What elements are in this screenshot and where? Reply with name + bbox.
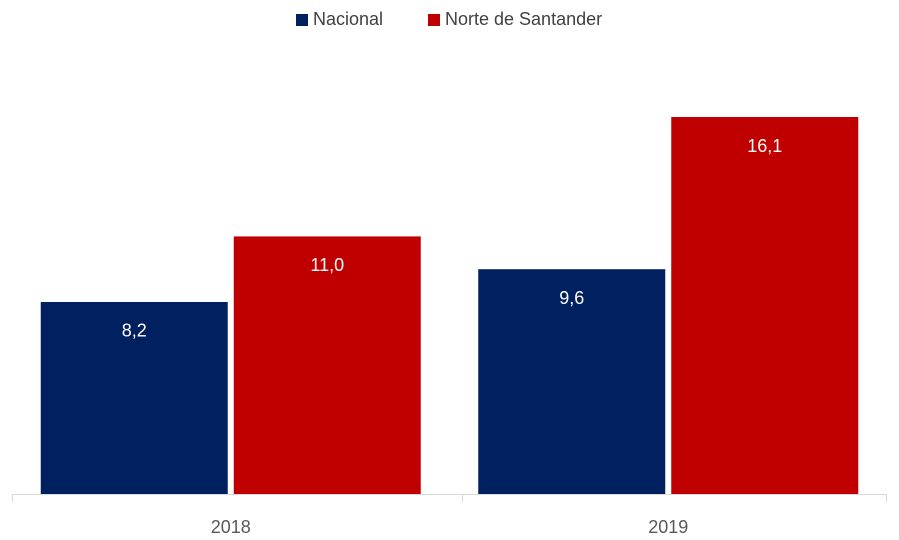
data-label: 8,2 [122, 321, 147, 341]
bar [40, 301, 228, 494]
data-label: 11,0 [310, 255, 344, 275]
bar [478, 269, 666, 494]
bar [233, 236, 421, 494]
legend-label: Nacional [313, 9, 383, 29]
legend-swatch [296, 14, 308, 26]
data-label: 16,1 [747, 136, 782, 156]
legend-label: Norte de Santander [445, 9, 602, 29]
data-label: 9,6 [559, 288, 584, 308]
legend-swatch [428, 14, 440, 26]
x-tick-label: 2018 [211, 517, 251, 537]
bar [671, 117, 859, 494]
x-tick-label: 2019 [648, 517, 688, 537]
